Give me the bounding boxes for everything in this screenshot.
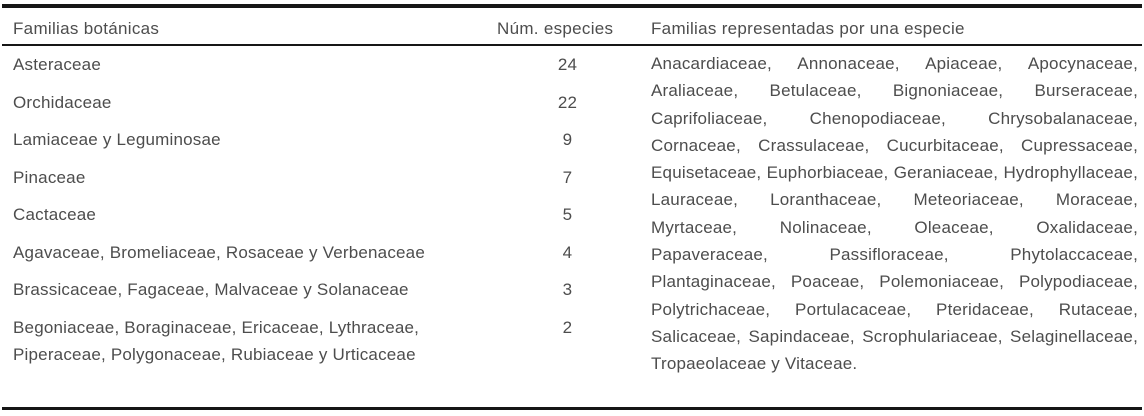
single-species-families-paragraph: Anacardiaceae, Annonaceae, Apiaceae, Apo…	[651, 54, 1138, 374]
familia-cell: Begoniaceae, Boraginaceae, Ericaceae, Ly…	[13, 317, 420, 365]
num-especies-cell: 9	[562, 130, 573, 149]
familia-cell: Lamiaceae y Leguminosae	[13, 130, 221, 149]
num-especies-cell: 4	[562, 242, 573, 262]
familia-cell: Agavaceae, Bromeliaceae, Rosaceae y Verb…	[13, 242, 425, 262]
num-especies-cell: 22	[557, 92, 578, 112]
familia-cell: Asteraceae	[13, 55, 101, 74]
column-header-familias-botanicas: Familias botánicas	[13, 19, 160, 38]
familia-cell: Brassicaceae, Fagaceae, Malvaceae y Sola…	[13, 280, 409, 299]
familia-cell: Pinaceae	[13, 167, 86, 187]
num-especies-cell: 7	[562, 167, 573, 187]
column-header-familias-una-especie: Familias representadas por una especie	[651, 19, 965, 38]
num-especies-cell: 24	[557, 55, 578, 74]
column-header-num-especies: Núm. especies	[497, 19, 614, 38]
num-especies-cell: 3	[562, 280, 573, 299]
table-top-rule	[2, 4, 1142, 8]
num-column: 24 22 9 7 5 4 3 2	[505, 51, 630, 351]
table-bottom-rule	[2, 407, 1142, 410]
num-especies-cell: 2	[562, 317, 573, 337]
familias-column: Asteraceae Orchidaceae Lamiaceae y Legumin…	[13, 51, 471, 379]
familia-cell: Cactaceae	[13, 205, 97, 224]
num-especies-cell: 5	[562, 205, 573, 224]
familia-cell: Orchidaceae	[13, 92, 112, 112]
table-header-rule	[2, 44, 1142, 46]
